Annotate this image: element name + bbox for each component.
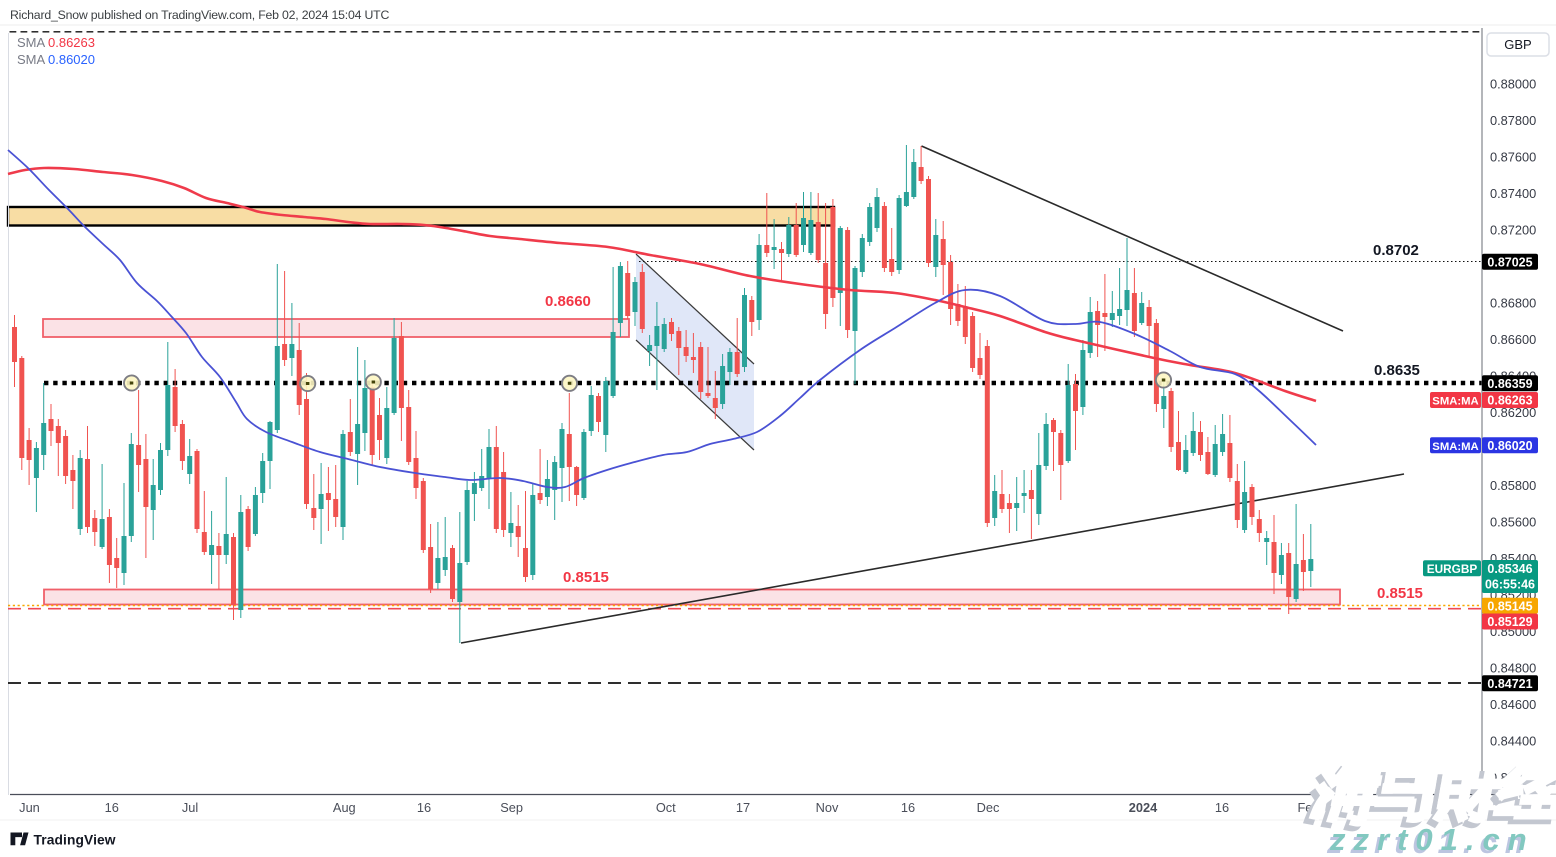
svg-text:0.84721: 0.84721 <box>1487 677 1532 691</box>
svg-text:0.85129: 0.85129 <box>1487 615 1532 629</box>
svg-text:06:55:46: 06:55:46 <box>1485 578 1535 592</box>
svg-text:Jul: Jul <box>182 800 198 815</box>
svg-text:2024: 2024 <box>1129 800 1158 815</box>
svg-text:Nov: Nov <box>816 800 839 815</box>
svg-text:0.88000: 0.88000 <box>1490 77 1536 92</box>
svg-text:0.86263: 0.86263 <box>48 35 95 50</box>
svg-text:0.85600: 0.85600 <box>1490 515 1536 530</box>
svg-text:GBP: GBP <box>1504 37 1531 52</box>
svg-text:0.85145: 0.85145 <box>1487 599 1532 613</box>
svg-text:0.87800: 0.87800 <box>1490 113 1536 128</box>
svg-text:0.87600: 0.87600 <box>1490 150 1536 165</box>
svg-text:16: 16 <box>105 800 119 815</box>
svg-text:0.8635: 0.8635 <box>1374 362 1420 379</box>
svg-text:Jun: Jun <box>19 800 40 815</box>
svg-text:TradingView: TradingView <box>34 833 116 848</box>
svg-text:16: 16 <box>901 800 915 815</box>
svg-text:0.86263: 0.86263 <box>1487 394 1532 408</box>
svg-text:0.8702: 0.8702 <box>1373 242 1419 259</box>
svg-text:0.85346: 0.85346 <box>1487 562 1532 576</box>
svg-text:EURGBP: EURGBP <box>1427 562 1478 576</box>
svg-text:Sep: Sep <box>500 800 523 815</box>
svg-text:Dec: Dec <box>977 800 1000 815</box>
svg-text:SMA:MA: SMA:MA <box>1432 396 1478 408</box>
svg-text:Oct: Oct <box>656 800 676 815</box>
svg-text:0.86020: 0.86020 <box>48 52 95 67</box>
svg-text:0.87400: 0.87400 <box>1490 186 1536 201</box>
svg-text:0.86020: 0.86020 <box>1487 439 1532 453</box>
svg-text:0.84600: 0.84600 <box>1490 697 1536 712</box>
svg-text:SMA:MA: SMA:MA <box>1432 441 1478 453</box>
svg-text:0.8515: 0.8515 <box>1377 585 1423 602</box>
svg-text:SMA: SMA <box>17 35 46 50</box>
svg-text:0.84400: 0.84400 <box>1490 734 1536 749</box>
svg-text:0.8660: 0.8660 <box>545 293 591 310</box>
svg-text:0.86800: 0.86800 <box>1490 296 1536 311</box>
svg-text:17: 17 <box>736 800 750 815</box>
svg-text:16: 16 <box>417 800 431 815</box>
svg-text:0.85800: 0.85800 <box>1490 478 1536 493</box>
svg-text:zzrt01.cn: zzrt01.cn <box>1329 822 1535 857</box>
svg-text:0.87200: 0.87200 <box>1490 223 1536 238</box>
svg-text:0.86359: 0.86359 <box>1487 377 1532 391</box>
svg-text:Richard_Snow published on Trad: Richard_Snow published on TradingView.co… <box>10 8 389 22</box>
svg-text:Aug: Aug <box>333 800 356 815</box>
svg-text:0.86200: 0.86200 <box>1490 405 1536 420</box>
svg-text:16: 16 <box>1215 800 1229 815</box>
svg-text:0.86600: 0.86600 <box>1490 332 1536 347</box>
svg-text:0.87025: 0.87025 <box>1487 255 1532 269</box>
svg-text:0.84800: 0.84800 <box>1490 661 1536 676</box>
svg-text:SMA: SMA <box>17 52 46 67</box>
svg-text:0.8515: 0.8515 <box>563 569 609 586</box>
svg-text:zzrt01.cn: zzrt01.cn <box>1326 825 1532 857</box>
